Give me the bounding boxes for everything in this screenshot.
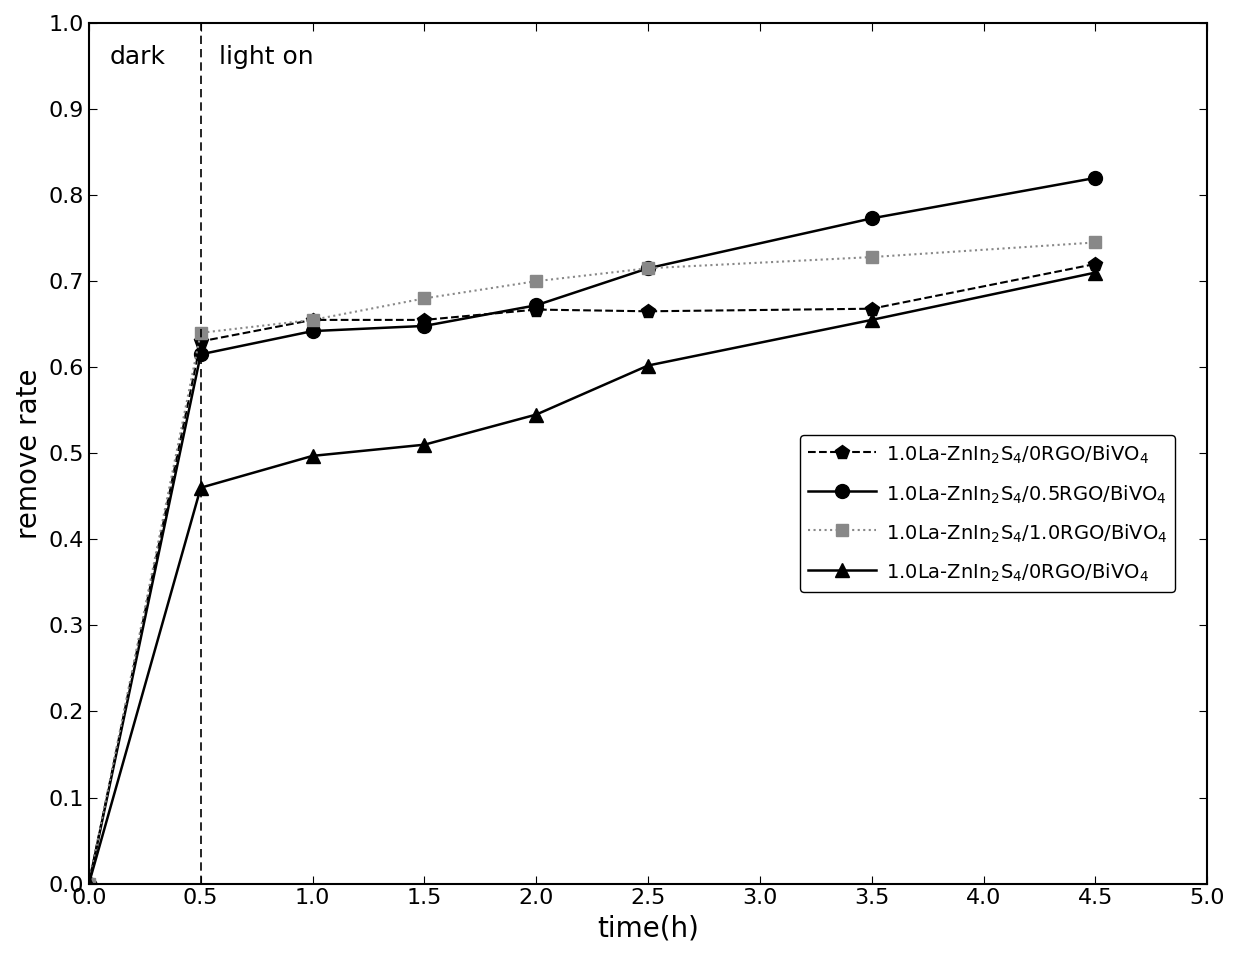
1.0La-ZnIn$_2$S$_4$/1.0RGO/BiVO$_4$ [528,276,543,287]
Line: 1.0La-ZnIn$_2$S$_4$/0RGO/BiVO$_4$: 1.0La-ZnIn$_2$S$_4$/0RGO/BiVO$_4$ [82,257,1102,891]
1.0La-ZnIn$_2$S$_4$/0.5RGO/BiVO$_4$ [305,325,320,337]
1.0La-ZnIn$_2$S$_4$/0.5RGO/BiVO$_4$ [641,262,656,274]
1.0La-ZnIn$_2$S$_4$/1.0RGO/BiVO$_4$ [1087,236,1102,248]
1.0La-ZnIn$_2$S$_4$/0RGO/BiVO$_4$ [1087,267,1102,278]
1.0La-ZnIn$_2$S$_4$/1.0RGO/BiVO$_4$ [82,878,97,889]
1.0La-ZnIn$_2$S$_4$/0RGO/BiVO$_4$ [305,314,320,325]
Text: light on: light on [218,45,314,69]
1.0La-ZnIn$_2$S$_4$/0.5RGO/BiVO$_4$ [417,321,432,332]
1.0La-ZnIn$_2$S$_4$/0.5RGO/BiVO$_4$ [864,212,879,224]
1.0La-ZnIn$_2$S$_4$/0.5RGO/BiVO$_4$ [82,878,97,889]
1.0La-ZnIn$_2$S$_4$/1.0RGO/BiVO$_4$ [305,314,320,325]
1.0La-ZnIn$_2$S$_4$/0RGO/BiVO$_4$ [641,305,656,317]
1.0La-ZnIn$_2$S$_4$/0RGO/BiVO$_4$ [193,482,208,494]
1.0La-ZnIn$_2$S$_4$/1.0RGO/BiVO$_4$ [864,252,879,263]
1.0La-ZnIn$_2$S$_4$/0RGO/BiVO$_4$ [82,878,97,889]
1.0La-ZnIn$_2$S$_4$/0.5RGO/BiVO$_4$ [528,300,543,311]
1.0La-ZnIn$_2$S$_4$/0RGO/BiVO$_4$ [864,314,879,325]
1.0La-ZnIn$_2$S$_4$/0.5RGO/BiVO$_4$ [1087,172,1102,184]
1.0La-ZnIn$_2$S$_4$/1.0RGO/BiVO$_4$ [417,293,432,304]
1.0La-ZnIn$_2$S$_4$/0RGO/BiVO$_4$ [528,303,543,315]
Legend: 1.0La-ZnIn$_2$S$_4$/0RGO/BiVO$_4$, 1.0La-ZnIn$_2$S$_4$/0.5RGO/BiVO$_4$, 1.0La-Zn: 1.0La-ZnIn$_2$S$_4$/0RGO/BiVO$_4$, 1.0La… [800,435,1176,592]
1.0La-ZnIn$_2$S$_4$/0RGO/BiVO$_4$ [305,450,320,461]
1.0La-ZnIn$_2$S$_4$/0RGO/BiVO$_4$ [528,409,543,420]
Text: dark: dark [110,45,166,69]
Line: 1.0La-ZnIn$_2$S$_4$/1.0RGO/BiVO$_4$: 1.0La-ZnIn$_2$S$_4$/1.0RGO/BiVO$_4$ [83,236,1101,890]
1.0La-ZnIn$_2$S$_4$/0RGO/BiVO$_4$ [417,439,432,451]
Line: 1.0La-ZnIn$_2$S$_4$/0.5RGO/BiVO$_4$: 1.0La-ZnIn$_2$S$_4$/0.5RGO/BiVO$_4$ [82,171,1102,891]
1.0La-ZnIn$_2$S$_4$/0.5RGO/BiVO$_4$ [193,348,208,360]
1.0La-ZnIn$_2$S$_4$/0RGO/BiVO$_4$ [417,314,432,325]
Y-axis label: remove rate: remove rate [15,368,43,539]
1.0La-ZnIn$_2$S$_4$/0RGO/BiVO$_4$ [193,336,208,347]
1.0La-ZnIn$_2$S$_4$/0RGO/BiVO$_4$ [864,303,879,315]
Line: 1.0La-ZnIn$_2$S$_4$/0RGO/BiVO$_4$: 1.0La-ZnIn$_2$S$_4$/0RGO/BiVO$_4$ [82,266,1102,891]
1.0La-ZnIn$_2$S$_4$/0RGO/BiVO$_4$ [82,878,97,889]
1.0La-ZnIn$_2$S$_4$/0RGO/BiVO$_4$ [1087,258,1102,270]
X-axis label: time(h): time(h) [598,914,699,942]
1.0La-ZnIn$_2$S$_4$/1.0RGO/BiVO$_4$ [193,327,208,339]
1.0La-ZnIn$_2$S$_4$/0RGO/BiVO$_4$ [641,360,656,371]
1.0La-ZnIn$_2$S$_4$/1.0RGO/BiVO$_4$ [641,262,656,274]
